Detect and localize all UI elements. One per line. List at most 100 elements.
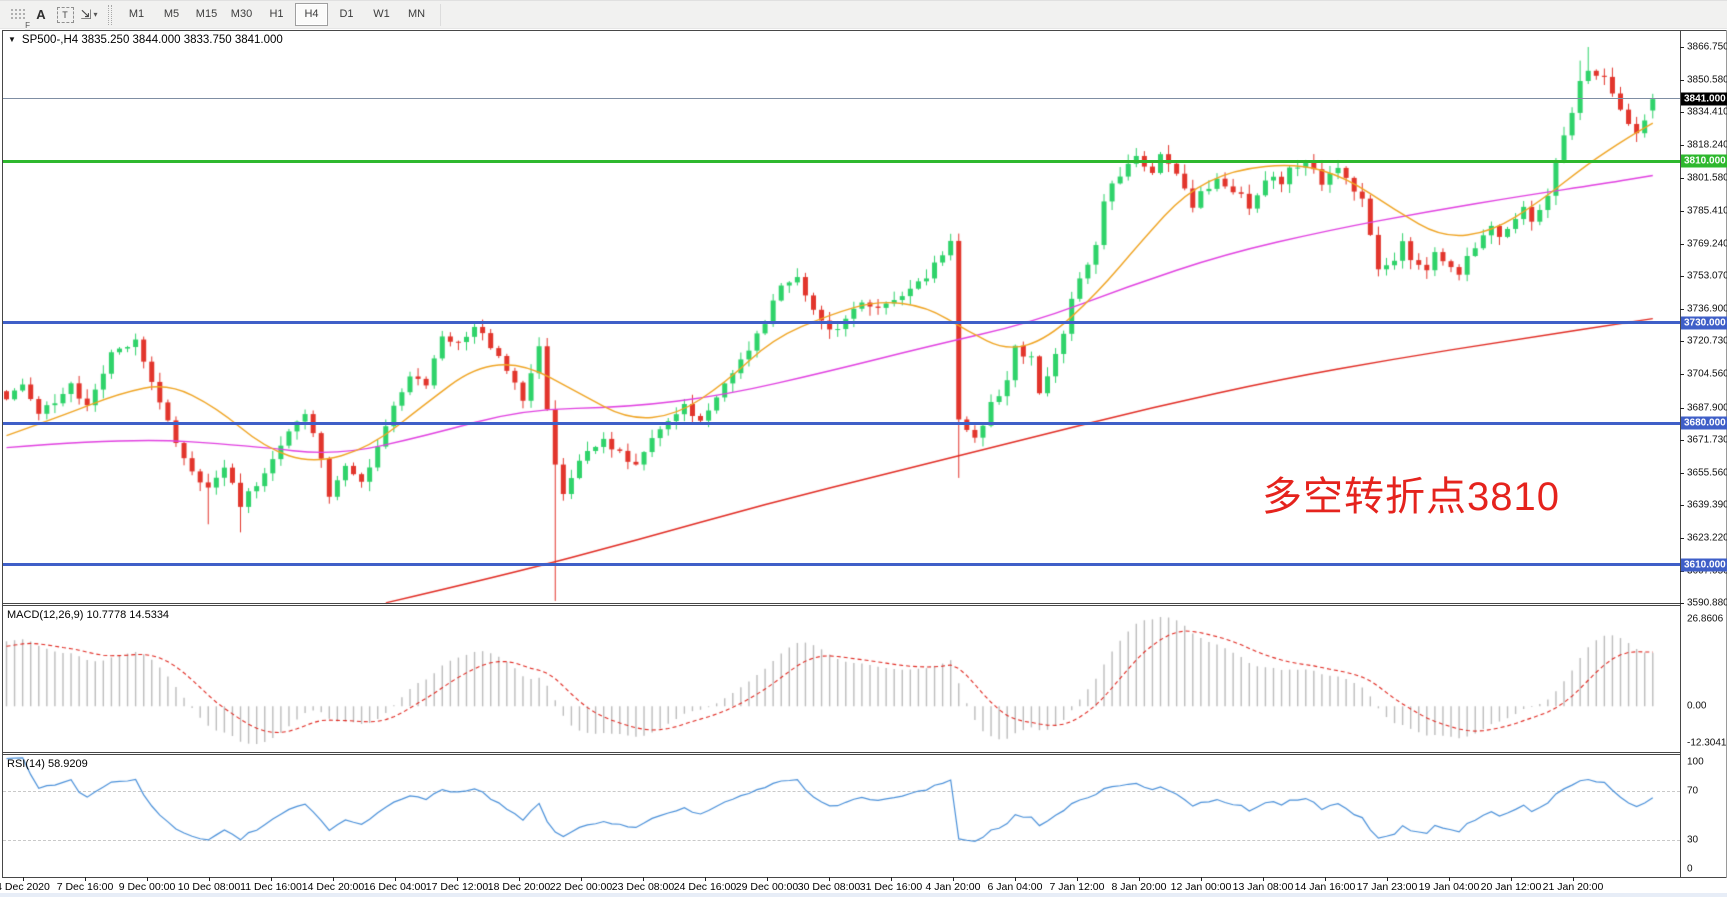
price-tick-label: 3639.390 [1687, 499, 1727, 511]
price-tick-label: 3590.880 [1687, 597, 1727, 609]
chart-title: ▼ SP500-,H4 3835.250 3844.000 3833.750 38… [8, 34, 283, 46]
price-tick-mark [1680, 505, 1684, 507]
chart-border-left [2, 30, 3, 878]
time-tick-label: 4 Dec 2020 [0, 881, 50, 893]
time-tick-mark [1201, 877, 1202, 881]
time-tick-label: 29 Dec 00:00 [735, 881, 799, 893]
time-tick-label: 6 Jan 04:00 [987, 881, 1043, 893]
macd-pane-border-bottom [2, 752, 1681, 753]
collapse-icon[interactable]: ▼ [8, 35, 16, 44]
rsi-axis-0: 0 [1687, 863, 1693, 875]
rsi-label: RSI(14) 58.9209 [7, 758, 88, 770]
time-tick-label: 8 Jan 20:00 [1111, 881, 1167, 893]
price-badge-3810-000: 3810.000 [1681, 154, 1727, 168]
time-tick-mark [23, 877, 24, 881]
price-tick-mark [1680, 112, 1684, 114]
price-tick-label: 3818.240 [1687, 139, 1727, 151]
time-tick-mark [209, 877, 210, 881]
time-tick-label: 21 Jan 20:00 [1542, 881, 1604, 893]
time-tick-label: 30 Dec 08:00 [797, 881, 861, 893]
price-tick-mark [1680, 537, 1684, 539]
rsi-pane-border-bottom [2, 877, 1726, 878]
time-tick-mark [333, 877, 334, 881]
price-tick-mark [1680, 243, 1684, 245]
price-tick-label: 3704.560 [1687, 368, 1727, 380]
time-tick-mark [581, 877, 582, 881]
price-badge-3680-000: 3680.000 [1681, 416, 1727, 430]
time-tick-label: 11 Dec 16:00 [240, 881, 302, 893]
price-tick-mark [1680, 440, 1684, 442]
time-tick-mark [1325, 877, 1326, 881]
time-tick-label: 31 Dec 16:00 [859, 881, 923, 893]
annotation-text: 多空转折点3810 [1262, 475, 1560, 519]
price-tick-mark [1680, 178, 1684, 180]
price-tick-label: 3736.900 [1687, 303, 1727, 315]
price-tick-label: 3866.750 [1687, 41, 1727, 53]
time-tick-mark [767, 877, 768, 881]
time-tick-mark [705, 877, 706, 881]
time-tick-label: 13 Jan 08:00 [1232, 881, 1294, 893]
time-tick-mark [1263, 877, 1264, 881]
price-tick-mark [1680, 341, 1684, 343]
macd-axis-min: -12.3041 [1687, 737, 1727, 749]
chart-title-text: SP500-,H4 3835.250 3844.000 3833.750 384… [21, 34, 283, 46]
macd-pane-border-top[interactable] [2, 605, 1681, 606]
time-tick-mark [1449, 877, 1450, 881]
price-tick-label: 3655.560 [1687, 467, 1727, 479]
time-tick-mark [953, 877, 954, 881]
price-axis-separator[interactable] [1680, 30, 1681, 878]
time-tick-label: 7 Jan 12:00 [1049, 881, 1105, 893]
macd-axis-max: 26.8606 [1687, 613, 1724, 625]
price-tick-label: 3769.240 [1687, 238, 1727, 250]
time-tick-label: 4 Jan 20:00 [925, 881, 981, 893]
price-tick-mark [1680, 308, 1684, 310]
time-tick-mark [457, 877, 458, 881]
chart-border-top [2, 30, 1726, 31]
price-tick-mark [1680, 373, 1684, 375]
price-tick-mark [1680, 603, 1684, 604]
time-tick-label: 10 Dec 08:00 [177, 881, 241, 893]
price-tick-label: 3720.730 [1687, 335, 1727, 347]
time-tick-mark [1511, 877, 1512, 881]
price-tick-label: 3687.900 [1687, 402, 1727, 414]
price-tick-mark [1680, 79, 1684, 81]
time-tick-mark [395, 877, 396, 881]
time-tick-label: 24 Dec 16:00 [673, 881, 737, 893]
time-tick-mark [147, 877, 148, 881]
price-tick-label: 3850.580 [1687, 74, 1727, 86]
time-tick-label: 22 Dec 00:00 [549, 881, 613, 893]
price-tick-label: 3785.410 [1687, 205, 1727, 217]
price-tick-mark [1680, 46, 1684, 48]
price-badge-3730-000: 3730.000 [1681, 316, 1727, 330]
macd-axis-zero: 0.00 [1687, 700, 1707, 712]
price-tick-mark [1680, 276, 1684, 278]
time-tick-mark [1573, 877, 1574, 881]
time-tick-mark [519, 877, 520, 881]
time-tick-mark [271, 877, 272, 881]
time-tick-label: 17 Jan 23:00 [1356, 881, 1418, 893]
time-tick-mark [1077, 877, 1078, 881]
time-tick-mark [643, 877, 644, 881]
price-tick-label: 3623.220 [1687, 532, 1727, 544]
hline-3841-000 [3, 98, 1680, 100]
price-tick-mark [1680, 144, 1684, 146]
rsi-axis-100: 100 [1687, 756, 1704, 768]
time-tick-mark [1015, 877, 1016, 881]
price-tick-mark [1680, 472, 1684, 474]
hline-3610-000[interactable] [3, 563, 1680, 567]
time-tick-label: 20 Jan 12:00 [1480, 881, 1542, 893]
time-tick-label: 19 Jan 04:00 [1418, 881, 1480, 893]
time-tick-label: 12 Jan 00:00 [1170, 881, 1232, 893]
time-tick-label: 7 Dec 16:00 [56, 881, 114, 893]
hline-3730-000[interactable] [3, 321, 1680, 325]
hline-3810-000[interactable] [3, 159, 1680, 163]
macd-label: MACD(12,26,9) 10.7778 14.5334 [7, 609, 170, 621]
price-tick-mark [1680, 407, 1684, 409]
price-tick-mark [1680, 210, 1684, 212]
rsi-pane-border-top[interactable] [2, 754, 1681, 755]
time-tick-label: 9 Dec 00:00 [118, 881, 176, 893]
price-badge-3841-000: 3841.000 [1681, 92, 1727, 106]
rsi-axis-70: 70 [1687, 785, 1699, 797]
hline-3680-000[interactable] [3, 421, 1680, 425]
